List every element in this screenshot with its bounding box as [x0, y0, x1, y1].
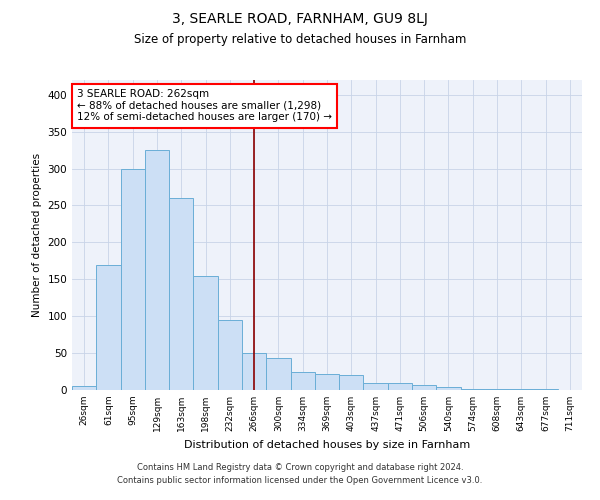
- Bar: [96, 264, 121, 390]
- Bar: [121, 168, 145, 390]
- Y-axis label: Number of detached properties: Number of detached properties: [32, 153, 42, 317]
- Text: Contains HM Land Registry data © Crown copyright and database right 2024.: Contains HM Land Registry data © Crown c…: [137, 464, 463, 472]
- Bar: [145, 150, 169, 390]
- Bar: [364, 382, 388, 390]
- Text: Size of property relative to detached houses in Farnham: Size of property relative to detached ho…: [134, 32, 466, 46]
- Bar: [412, 385, 436, 390]
- Text: 3 SEARLE ROAD: 262sqm
← 88% of detached houses are smaller (1,298)
12% of semi-d: 3 SEARLE ROAD: 262sqm ← 88% of detached …: [77, 90, 332, 122]
- Bar: [315, 374, 339, 390]
- Bar: [266, 358, 290, 390]
- X-axis label: Distribution of detached houses by size in Farnham: Distribution of detached houses by size …: [184, 440, 470, 450]
- Text: 3, SEARLE ROAD, FARNHAM, GU9 8LJ: 3, SEARLE ROAD, FARNHAM, GU9 8LJ: [172, 12, 428, 26]
- Bar: [242, 353, 266, 390]
- Bar: [169, 198, 193, 390]
- Bar: [339, 375, 364, 390]
- Bar: [218, 320, 242, 390]
- Bar: [290, 372, 315, 390]
- Bar: [485, 388, 509, 390]
- Bar: [436, 387, 461, 390]
- Bar: [72, 386, 96, 390]
- Bar: [193, 276, 218, 390]
- Bar: [388, 382, 412, 390]
- Bar: [461, 388, 485, 390]
- Text: Contains public sector information licensed under the Open Government Licence v3: Contains public sector information licen…: [118, 476, 482, 485]
